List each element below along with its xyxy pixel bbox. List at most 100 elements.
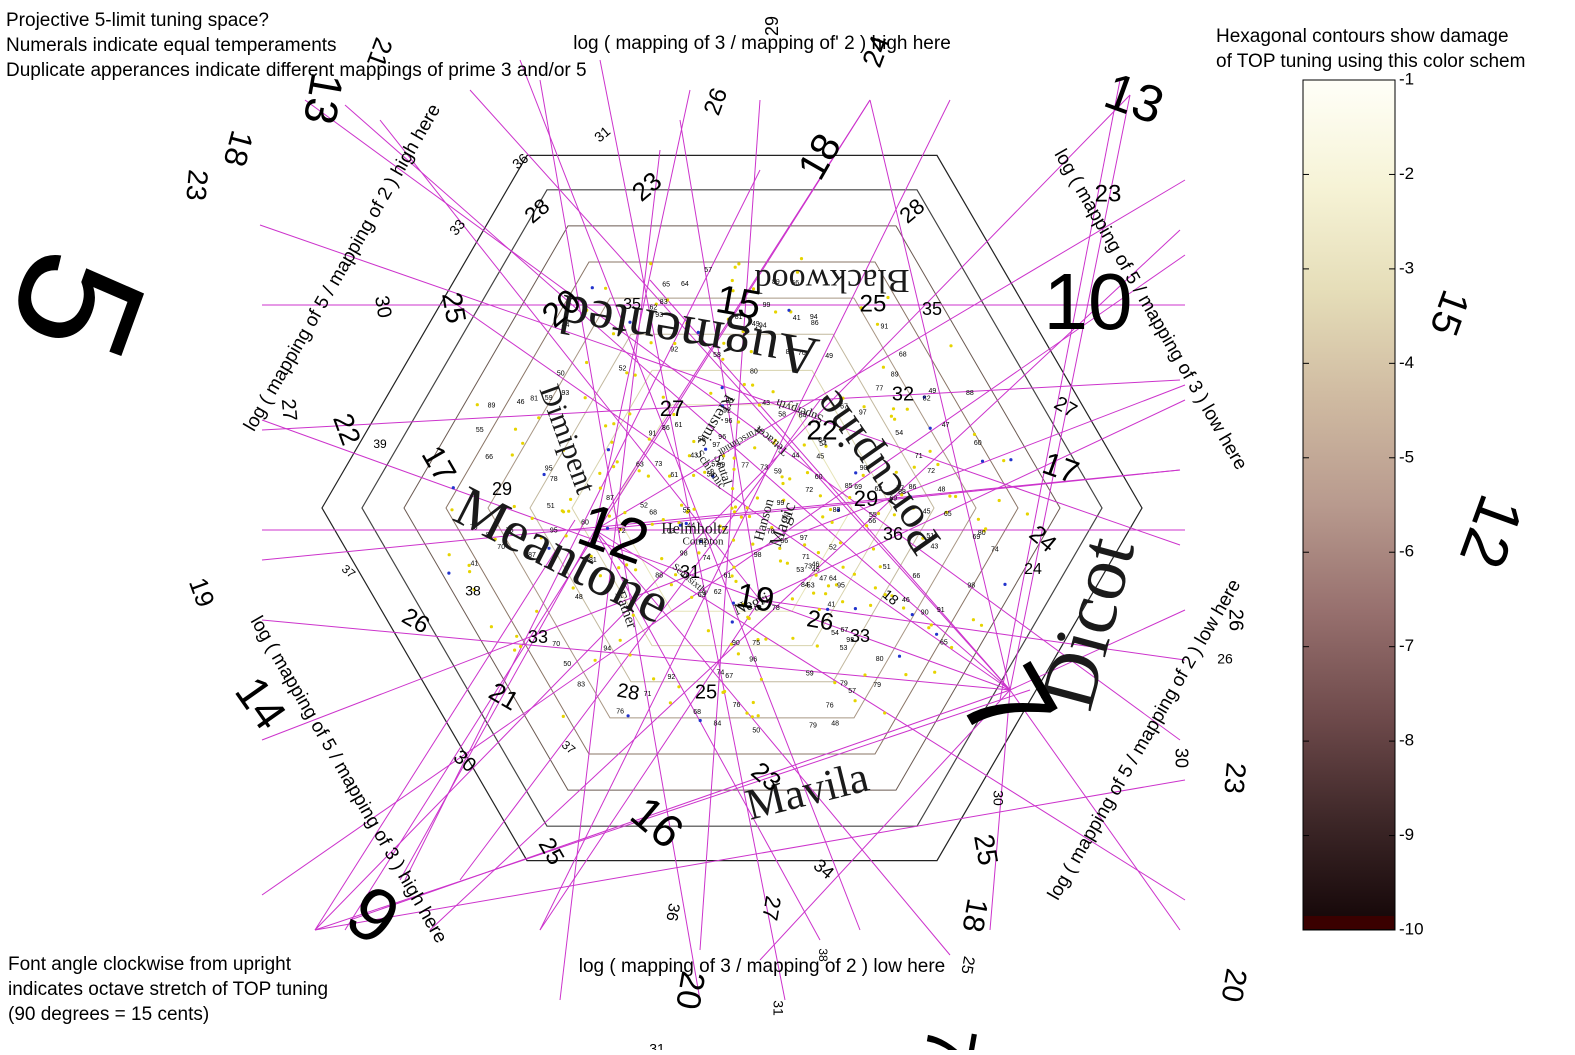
tiny-edo-numeral: 80 (750, 369, 758, 376)
edo-point (756, 638, 760, 642)
edo-point (618, 638, 622, 642)
temperament-line (314, 94, 1131, 931)
tiny-edo-numeral: 69 (973, 534, 981, 541)
tiny-edo-numeral: 90 (921, 610, 929, 617)
tiny-edo-numeral: 60 (815, 474, 823, 481)
tiny-edo-numeral: 67 (725, 673, 733, 680)
edo-point (1025, 512, 1029, 516)
edo-point (812, 591, 816, 595)
edo-point (732, 467, 736, 471)
tiny-edo-numeral: 68 (649, 510, 657, 517)
edo-numeral: 18 (955, 896, 993, 935)
edo-point (510, 453, 514, 457)
tiny-edo-numeral: 44 (562, 322, 570, 329)
tiny-edo-numeral: 82 (786, 349, 794, 356)
edo-point (625, 371, 629, 375)
edo-point (673, 341, 677, 346)
edo-point (741, 602, 745, 606)
edo-numeral: 35 (623, 296, 641, 313)
edo-point (731, 289, 735, 293)
tiny-edo-numeral: 96 (718, 434, 726, 441)
edo-point (824, 592, 828, 596)
minor-edo-points: 44 46 49 51 53 56 58 60 63 65 68 70 72 75 77 80 82 84 87 89… (447, 257, 1029, 735)
edo-point (863, 673, 867, 677)
edo-point (731, 601, 736, 605)
tiny-edo-numeral: 65 (940, 640, 948, 647)
edo-point (891, 407, 896, 411)
edo-numeral: 36 (883, 524, 903, 544)
edo-point (971, 618, 976, 622)
temperament-line (699, 99, 761, 951)
edo-point (628, 653, 632, 657)
edo-point (732, 510, 737, 514)
edo-point (781, 481, 785, 486)
edo-numeral: 26 (1225, 609, 1247, 631)
edo-point (668, 474, 672, 478)
edo-point (815, 644, 819, 648)
edo-point (799, 257, 804, 261)
tiny-edo-numeral: 56 (698, 437, 706, 444)
edo-point (949, 344, 953, 348)
tiny-edo-numeral: 53 (796, 567, 804, 574)
temperament-name-label: Helmholtz (661, 521, 729, 538)
edo-point (598, 574, 603, 578)
edo-point (854, 471, 858, 475)
edo-point (722, 454, 726, 458)
edo-numeral: 31 (770, 1000, 786, 1016)
edo-numeral: 28 (895, 193, 930, 228)
edo-point (853, 607, 858, 611)
tiny-edo-numeral: 46 (902, 597, 910, 604)
tiny-edo-numeral: 79 (840, 680, 848, 687)
edo-point (886, 295, 890, 300)
edo-point (791, 636, 795, 640)
tiny-edo-numeral: 73 (804, 563, 812, 570)
edo-point (583, 396, 587, 400)
edo-point (447, 571, 451, 575)
edo-point (871, 547, 876, 551)
edo-point (649, 341, 653, 345)
edo-point (890, 594, 894, 598)
temperament-line (314, 779, 1186, 931)
edo-point (892, 513, 897, 517)
edo-point (935, 632, 939, 636)
temperament-line (989, 689, 1011, 931)
edo-point (721, 527, 726, 531)
tiny-edo-numeral: 55 (869, 512, 877, 519)
edo-point (474, 499, 478, 503)
edo-point (922, 395, 926, 399)
edo-point (816, 551, 821, 555)
tiny-edo-numeral: 61 (675, 422, 683, 429)
edo-numeral: 23 (1095, 180, 1122, 207)
tiny-edo-numeral: 74 (991, 547, 999, 554)
contour-hexagon (529, 333, 935, 683)
tiny-edo-numeral: 78 (772, 605, 780, 612)
tiny-edo-numeral: 45 (812, 566, 820, 573)
edo-point (817, 607, 821, 612)
tiny-edo-numeral: 49 (825, 353, 833, 360)
edo-point (737, 262, 741, 266)
tiny-edo-numeral: 76 (733, 702, 741, 709)
edo-numeral: 23 (180, 168, 214, 202)
edo-numeral: 32 (892, 383, 914, 405)
edo-point (513, 648, 517, 652)
edo-point (654, 302, 658, 306)
edo-point (721, 690, 725, 695)
tiny-edo-numeral: 60 (974, 440, 982, 447)
tiny-edo-numeral: 52 (619, 366, 627, 373)
edo-point (619, 527, 623, 532)
edo-numeral: 29 (762, 16, 782, 36)
edo-point (610, 440, 614, 444)
edo-point (830, 520, 834, 525)
edo-numeral: 25 (968, 832, 1004, 868)
caption-line: Projective 5-limit tuning space? (6, 10, 269, 31)
edo-point (732, 565, 736, 569)
edo-point (852, 572, 857, 576)
edo-point (628, 412, 632, 416)
tiny-edo-numeral: 49 (929, 388, 937, 395)
edo-point (818, 494, 823, 498)
tiny-edo-numeral: 58 (707, 472, 715, 479)
temperament-line (759, 399, 1186, 601)
tiny-edo-numeral: 56 (780, 538, 788, 545)
edo-point (814, 573, 818, 577)
tiny-edo-numeral: 50 (752, 728, 760, 735)
